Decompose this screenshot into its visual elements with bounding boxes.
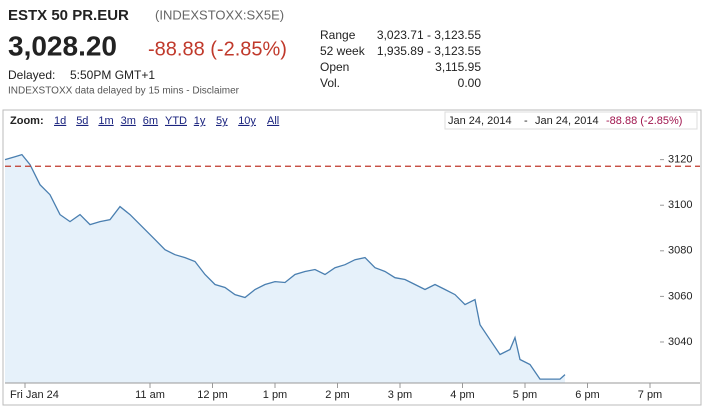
x-tick-label: 6 pm [575, 389, 599, 401]
zoom-link[interactable]: 10y [238, 115, 256, 127]
stat-value: 1,935.89 - 3,123.55 [377, 44, 481, 58]
y-tick-label: 3040 [668, 336, 692, 348]
stat-value: 3,023.71 - 3,123.55 [377, 28, 481, 42]
zoom-link[interactable]: YTD [165, 115, 187, 127]
x-tick-label: 5 pm [513, 389, 537, 401]
change: -88.88 (-2.85%) [148, 38, 287, 60]
x-tick-label: 4 pm [450, 389, 474, 401]
x-tick-label: 2 pm [325, 389, 349, 401]
delayed-time: 5:50PM GMT+1 [70, 68, 155, 82]
zoom-link[interactable]: All [267, 115, 279, 127]
stat-label: Open [320, 60, 349, 74]
symbol: ESTX 50 PR.EUR [8, 7, 129, 24]
range-separator: - [524, 115, 528, 127]
exchange: (INDEXSTOXX:SX5E) [155, 7, 284, 22]
zoom-link[interactable]: 6m [143, 115, 158, 127]
range-end: Jan 24, 2014 [535, 115, 599, 127]
zoom-link[interactable]: 1y [194, 115, 206, 127]
stats: Range 3,023.71 - 3,123.55 52 week 1,935.89 … [320, 28, 481, 90]
plot: 3040 3060 3080 3100 3120 Fri Jan 24 11 am 12 pm… [4, 153, 700, 401]
zoom-link[interactable]: 1m [98, 115, 113, 127]
y-tick-label: 3080 [668, 245, 692, 257]
line [4, 153, 566, 380]
zoom-link[interactable]: 5y [216, 115, 228, 127]
x-tick-label: 12 pm [197, 389, 228, 401]
zoom-link[interactable]: 1d [54, 115, 66, 127]
zoom-options: 1d 5d 1m 3m 6m YTD 1y 5y 10y All [54, 115, 279, 127]
x-tick-label: 11 am [135, 389, 165, 401]
price: 3,028.20 [8, 30, 117, 61]
stat-value: 0.00 [458, 76, 482, 90]
x-tick-label: 1 pm [263, 389, 287, 401]
x-tick-label: 3 pm [388, 389, 412, 401]
y-tick-label: 3100 [668, 199, 692, 211]
range-box [444, 111, 698, 130]
range-change: -88.88 (-2.85%) [606, 115, 682, 127]
zoom-link[interactable]: 5d [76, 115, 88, 127]
area [5, 154, 565, 383]
stat-label: Range [320, 28, 356, 42]
stat-label: Vol. [320, 76, 340, 90]
x-tick-label: Fri Jan 24 [10, 389, 59, 401]
stat-label: 52 week [320, 44, 366, 58]
delayed-label: Delayed: [8, 68, 55, 82]
y-tick-label: 3060 [668, 290, 692, 302]
y-tick-label: 3120 [668, 154, 692, 166]
x-tick-label: 7 pm [638, 389, 662, 401]
zoom-link[interactable]: 3m [121, 115, 136, 127]
disclaimer: INDEXSTOXX data delayed by 15 mins - Dis… [8, 86, 240, 97]
zoom-label: Zoom: [10, 115, 44, 127]
stat-value: 3,115.95 [435, 60, 481, 74]
range-start: Jan 24, 2014 [448, 115, 512, 127]
